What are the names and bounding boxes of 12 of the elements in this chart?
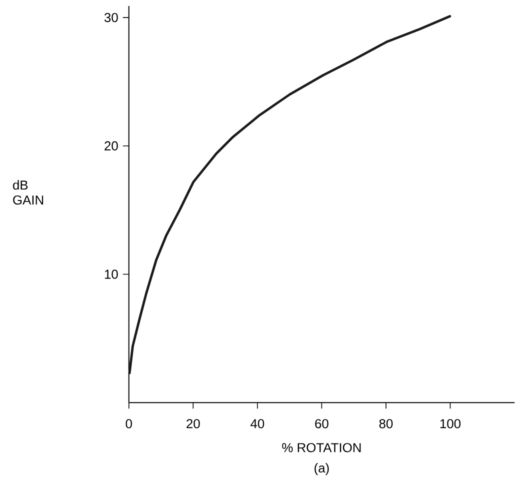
x-tick-label: 80 [379,419,393,428]
y-tick-label: 30 [104,13,118,22]
x-tick-label: 0 [126,419,132,428]
x-tick-label: 100 [440,419,461,428]
y-tick-label: 20 [104,142,118,151]
x-tick-label: 40 [250,419,264,428]
y-tick-label: 10 [104,270,118,280]
x-axis-title: % ROTATION [282,443,361,452]
text: (a) [314,463,329,476]
x-tick-label: 20 [186,419,200,428]
x-tick-label: 60 [315,419,328,428]
y-axis-title: dB GAIN [13,180,44,205]
